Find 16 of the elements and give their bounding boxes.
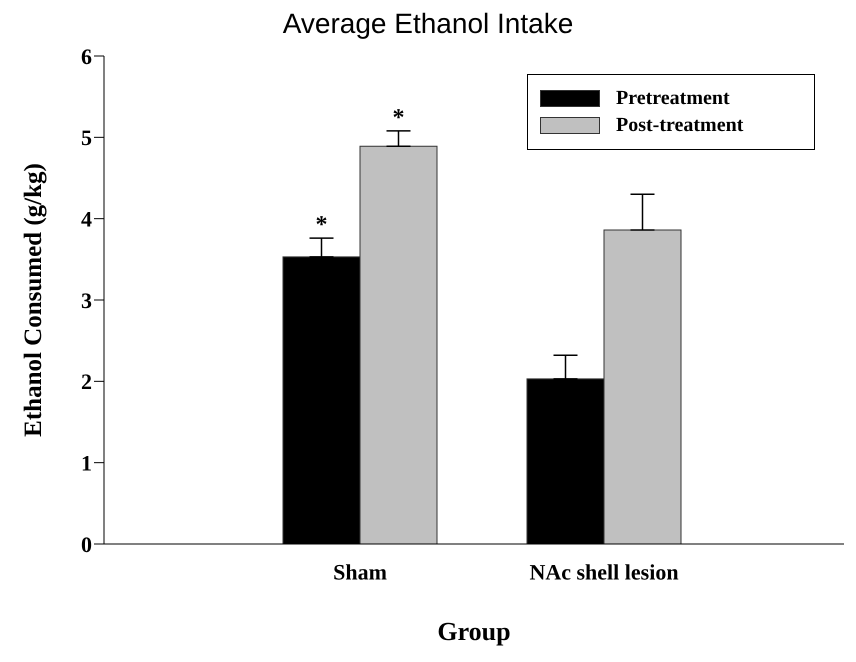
y-tick-label: 6 xyxy=(81,44,92,69)
y-tick-label: 0 xyxy=(81,532,92,557)
x-tick-label: NAc shell lesion xyxy=(529,560,679,585)
x-axis-title: Group xyxy=(437,617,511,646)
x-tick-label: Sham xyxy=(333,560,387,585)
annotation: * xyxy=(316,212,328,238)
legend-label: Post-treatment xyxy=(616,113,744,138)
y-tick-label: 3 xyxy=(81,288,92,313)
y-tick-label: 5 xyxy=(81,125,92,150)
annotation: * xyxy=(392,104,404,131)
y-tick-label: 4 xyxy=(81,206,92,232)
y-axis-title: Ethanol Consumed (g/kg) xyxy=(20,163,47,437)
legend-label: Pretreatment xyxy=(616,86,730,111)
chart-title: Average Ethanol Intake xyxy=(282,8,574,40)
y-tick-label: 1 xyxy=(81,450,92,476)
y-tick-label: 2 xyxy=(81,369,92,394)
